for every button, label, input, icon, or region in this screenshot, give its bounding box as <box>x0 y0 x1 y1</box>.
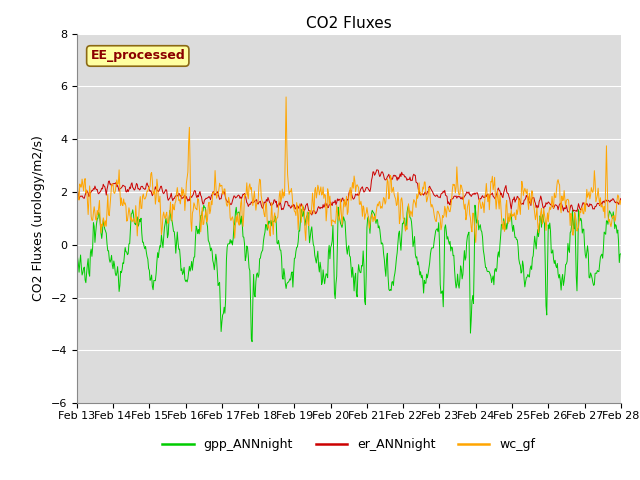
Title: CO2 Fluxes: CO2 Fluxes <box>306 16 392 31</box>
Text: EE_processed: EE_processed <box>90 49 185 62</box>
Legend: gpp_ANNnight, er_ANNnight, wc_gf: gpp_ANNnight, er_ANNnight, wc_gf <box>157 433 540 456</box>
Y-axis label: CO2 Fluxes (urology/m2/s): CO2 Fluxes (urology/m2/s) <box>32 135 45 301</box>
